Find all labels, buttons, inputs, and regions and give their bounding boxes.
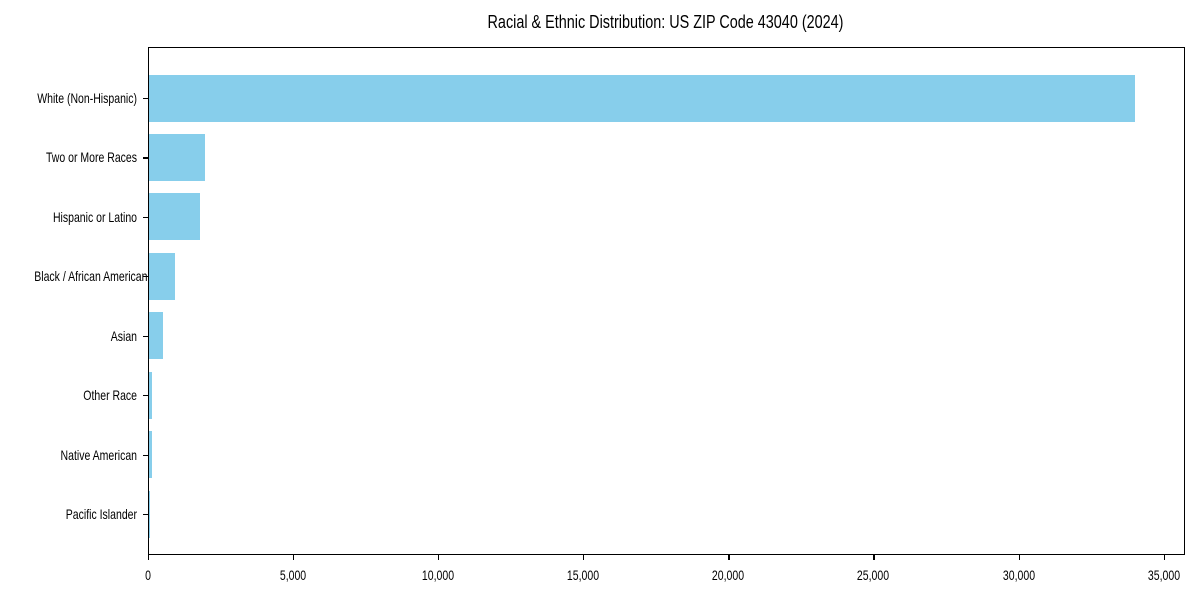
x-tick-label: 15,000 (567, 567, 600, 583)
y-tick-mark (143, 335, 148, 337)
x-tick-label: 10,000 (422, 567, 455, 583)
y-axis-label-other-race: Other Race (83, 387, 137, 404)
y-tick-mark (143, 454, 148, 456)
x-tick-mark (873, 555, 875, 560)
y-axis-label-hispanic-or-latino: Hispanic or Latino (52, 208, 137, 225)
x-tick-mark (438, 555, 440, 560)
y-tick-mark (143, 514, 148, 516)
x-tick-label: 0 (145, 567, 151, 583)
x-tick-mark (148, 555, 150, 560)
y-axis-label-pacific-islander: Pacific Islander (65, 506, 137, 522)
bar-two-or-more-races (149, 133, 205, 181)
x-tick-mark (1018, 555, 1020, 560)
x-tick-mark (293, 555, 295, 560)
x-tick-label: 35,000 (1147, 567, 1180, 583)
bar-white-non-hispanic (149, 74, 1135, 122)
bar-other-race (149, 371, 153, 419)
y-tick-mark (143, 395, 148, 397)
y-axis-label-white-non-hispanic: White (Non-Hispanic) (37, 90, 137, 106)
x-tick-label: 20,000 (712, 567, 745, 583)
y-axis-label-two-or-more-races: Two or More Races (45, 149, 137, 166)
bar-black-african-american (149, 252, 176, 300)
bar-asian (149, 312, 164, 360)
x-tick-mark (583, 555, 585, 560)
x-tick-label: 30,000 (1002, 567, 1035, 583)
x-tick-mark (728, 555, 730, 560)
chart-title: Racial & Ethnic Distribution: US ZIP Cod… (487, 12, 844, 32)
bar-hispanic-or-latino (149, 193, 201, 241)
x-tick-label: 25,000 (857, 567, 890, 583)
y-tick-mark (143, 98, 148, 100)
x-tick-label: 5,000 (279, 567, 307, 583)
y-axis-label-native-american: Native American (60, 446, 137, 463)
x-tick-mark (1163, 555, 1165, 560)
bar-native-american (149, 431, 153, 479)
y-tick-mark (143, 276, 148, 278)
y-tick-mark (143, 216, 148, 219)
y-axis-label-black-african-american: Black / African American (34, 268, 148, 285)
y-axis-label-asian: Asian (110, 327, 137, 344)
y-tick-mark (143, 157, 148, 159)
plot-area (148, 47, 1185, 555)
